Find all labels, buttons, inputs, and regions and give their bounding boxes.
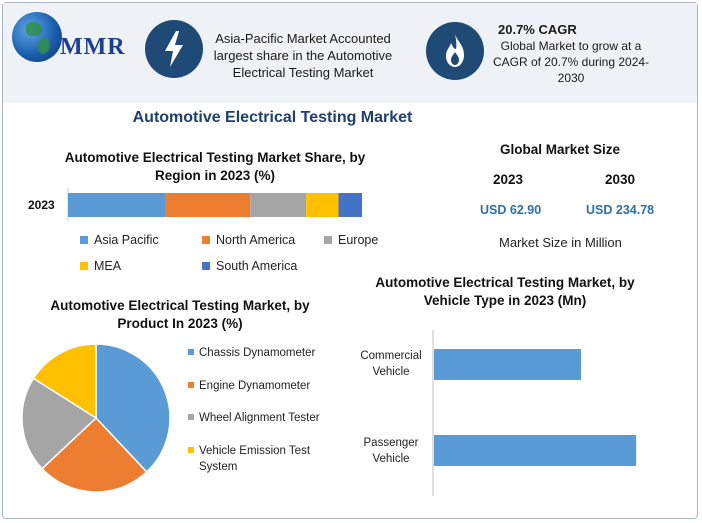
legend-swatch [188, 349, 194, 355]
legend-label: Chassis Dynamometer [199, 347, 316, 359]
lightning-bolt-icon [145, 20, 203, 78]
header-band [3, 3, 697, 103]
year-2023-header: 2023 [493, 172, 524, 187]
pie-slice-3 [32, 343, 97, 420]
legend-label: Vehicle Emission Test System [199, 445, 311, 473]
pie-slice-2 [21, 377, 98, 470]
brand-logo-text: MMR [60, 34, 126, 60]
legend-swatch [324, 236, 332, 244]
apac-share-note: Asia-Pacific Market Accounted largest sh… [213, 31, 393, 80]
legend-swatch [80, 262, 88, 270]
legend-label: Europe [338, 233, 379, 247]
region-bar-segment-2 [250, 193, 307, 217]
region-bar-segment-3 [306, 193, 339, 217]
year-2030-header: 2030 [605, 172, 636, 187]
flame-icon [426, 22, 484, 80]
market-size-2030: USD 234.78 [586, 203, 655, 217]
legend-swatch [188, 447, 194, 453]
region-legend-item: South America [202, 259, 297, 273]
legend-swatch [188, 382, 194, 388]
legend-label: Wheel Alignment Tester [199, 412, 320, 424]
market-size-note: Market Size in Million [499, 235, 622, 250]
vehicle-type-chart [432, 330, 637, 496]
legend-label: South America [216, 259, 298, 273]
product-legend-item: Chassis Dynamometer [188, 345, 349, 361]
region-category-label: 2023 [28, 198, 55, 212]
product-chart-title: Automotive Electrical Testing Market, by… [50, 298, 310, 331]
legend-label: MEA [94, 259, 122, 273]
region-bar-segment-4 [338, 193, 362, 217]
vehicle-bar-1 [434, 435, 637, 466]
region-legend-item: North America [202, 233, 295, 247]
vehicle-category-label: Commercial Vehicle [360, 350, 422, 378]
product-legend-item: Vehicle Emission Test System [188, 443, 329, 475]
region-legend-item: MEA [80, 259, 121, 273]
region-bar-segment-0 [68, 193, 166, 217]
legend-label: Engine Dynamometer [199, 380, 311, 392]
vehicle-category-label: Passenger Vehicle [363, 437, 419, 465]
legend-swatch [202, 236, 210, 244]
legend-swatch [202, 262, 210, 270]
market-size-2023: USD 62.90 [480, 203, 542, 217]
cagr-note: Global Market to grow at a CAGR of 20.7%… [492, 39, 650, 85]
vehicle-bar-0 [434, 349, 581, 380]
page-title: Automotive Electrical Testing Market [132, 109, 413, 126]
region-bar-segment-1 [165, 193, 251, 217]
region-legend-item: Asia Pacific [80, 233, 159, 247]
region-chart-title: Automotive Electrical Testing Market Sha… [64, 150, 366, 183]
globe-logo-icon [12, 12, 62, 62]
region-chart: 2023 [28, 188, 362, 222]
product-legend-item: Engine Dynamometer [188, 378, 349, 394]
legend-swatch [188, 414, 194, 420]
vehicle-chart-title: Automotive Electrical Testing Market, by… [375, 275, 635, 308]
product-pie-chart [21, 343, 171, 493]
region-legend-item: Europe [324, 233, 378, 247]
pie-slice-1 [40, 416, 148, 493]
legend-label: North America [216, 233, 296, 247]
pie-slice-0 [95, 343, 171, 474]
cagr-title: 20.7% CAGR [498, 22, 577, 37]
product-legend-item: Wheel Alignment Tester [188, 410, 349, 426]
legend-label: Asia Pacific [94, 233, 159, 247]
legend-swatch [80, 236, 88, 244]
global-market-title: Global Market Size [500, 142, 621, 157]
